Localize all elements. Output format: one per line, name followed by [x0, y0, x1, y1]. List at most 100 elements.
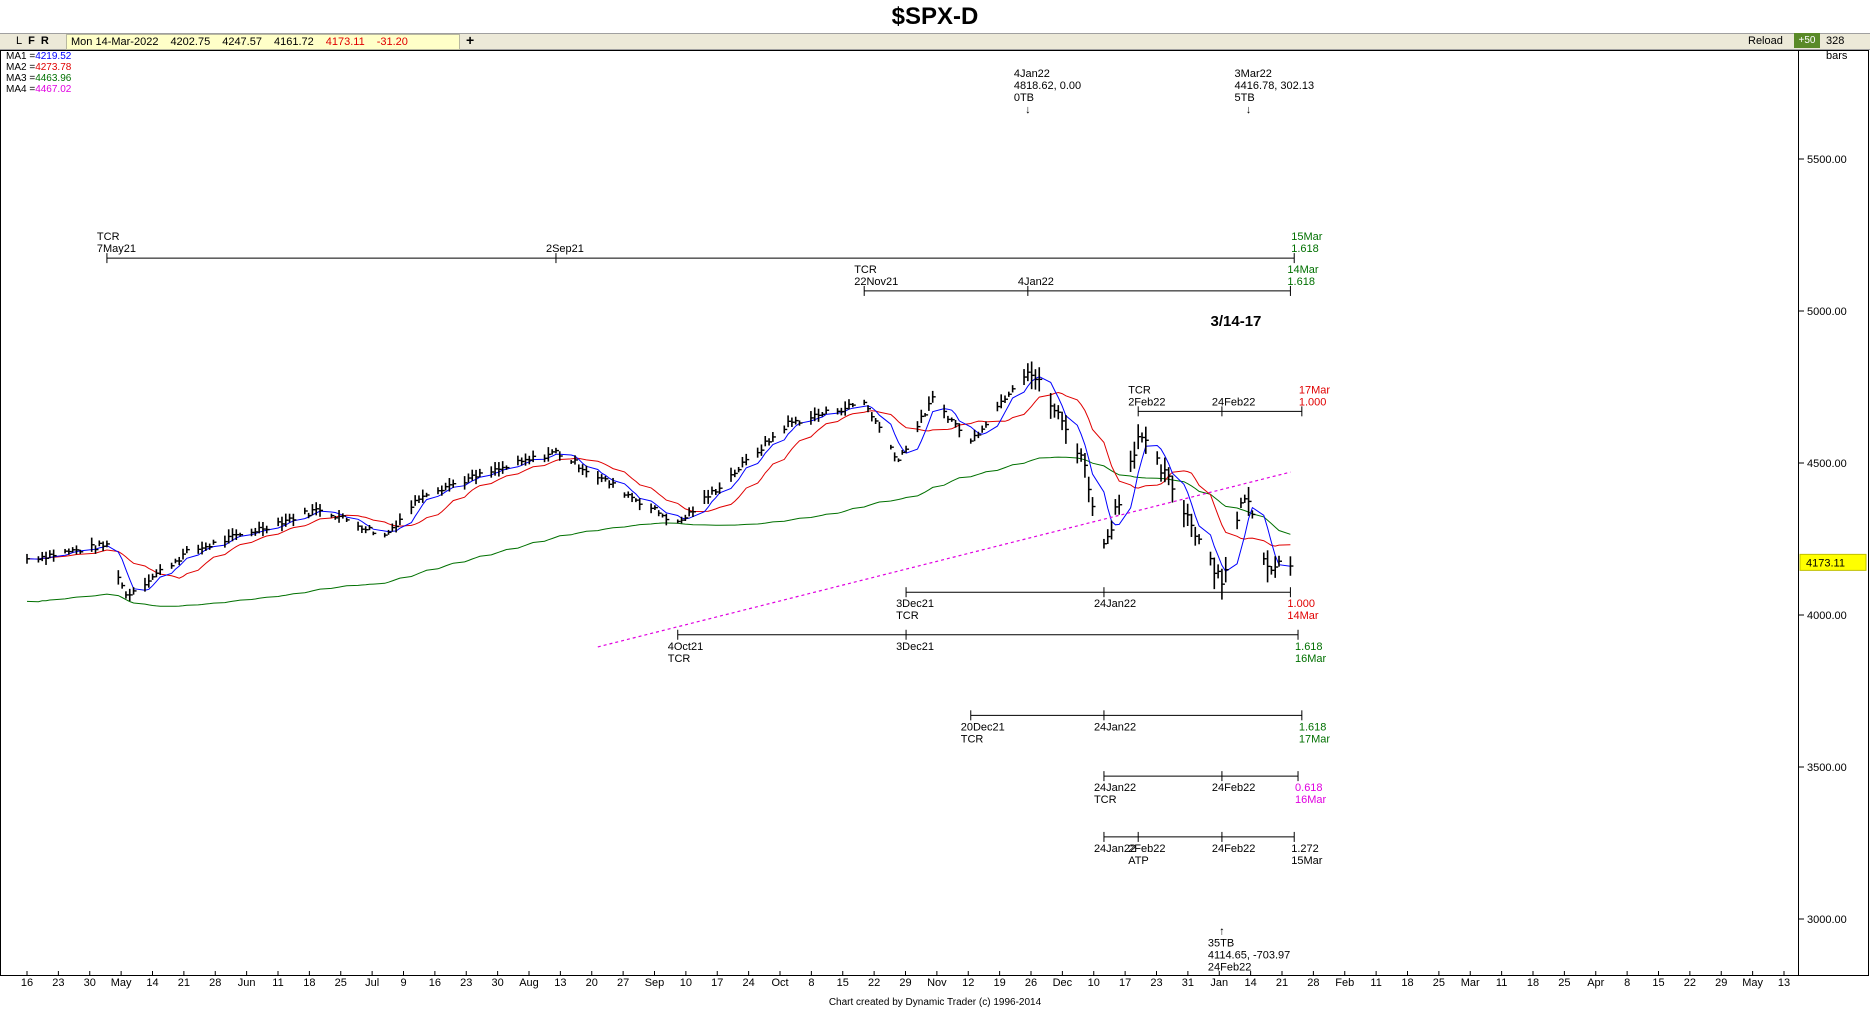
x-tick-label: 30 — [84, 977, 96, 989]
projection-label: 3Dec21 — [896, 598, 934, 610]
x-tick-label: 13 — [1778, 977, 1790, 989]
x-tick-label: 15 — [837, 977, 849, 989]
ma4-value: 4467.02 — [35, 84, 72, 95]
x-tick-label: Nov — [927, 977, 947, 989]
ma3-value: 4463.96 — [35, 73, 72, 84]
turn-annotation-text: 4818.62, 0.00 — [1014, 80, 1081, 92]
chart-title: $SPX-D — [891, 3, 979, 30]
x-tick-label: Apr — [1587, 977, 1604, 989]
turn-annotation-text: 3Mar22 — [1235, 68, 1272, 80]
l-button[interactable]: L — [16, 35, 29, 47]
ma3-legend: MA3 =4463.96 — [6, 73, 71, 84]
projection-ratio-label: 1.618 — [1299, 721, 1327, 733]
down-arrow-icon: ↓ — [1025, 104, 1031, 116]
projection-label: 3Dec21 — [896, 641, 934, 653]
y-tick-label: 4500.00 — [1807, 458, 1847, 470]
x-tick-label: Jul — [365, 977, 379, 989]
turn-annotation-text: 5TB — [1235, 92, 1255, 104]
ma1-label: MA1 = — [6, 51, 36, 62]
reload-button[interactable]: Reload — [1748, 35, 1783, 47]
x-tick-label: 14 — [146, 977, 158, 989]
ma4-legend: MA4 =4467.02 — [6, 84, 71, 95]
projection-ratio-label: 14Mar — [1287, 610, 1319, 622]
x-tick-label: 10 — [1088, 977, 1100, 989]
x-tick-label: 13 — [554, 977, 566, 989]
ma2-value: 4273.78 — [35, 62, 72, 73]
price-chart[interactable]: 5500.00 5000.00 4500.00 4000.00 3500.00 3000.… — [0, 49, 1870, 1009]
footer-credit: Chart created by Dynamic Trader (c) 1996… — [828, 997, 1042, 1008]
turn-annotation-text: 4416.78, 302.13 — [1235, 80, 1315, 92]
x-tick-label: 11 — [1370, 977, 1381, 989]
projection-ratio-label: 16Mar — [1295, 794, 1327, 806]
last-price-box — [1799, 553, 1867, 571]
down-arrow-icon: ↓ — [1246, 104, 1252, 116]
y-tick-label: 5000.00 — [1807, 306, 1847, 318]
x-tick-label: 26 — [1025, 977, 1037, 989]
x-tick-label: Feb — [1335, 977, 1354, 989]
x-tick-label: Jun — [238, 977, 256, 989]
ma2-line — [26, 391, 1291, 579]
ohlc-readout: Mon 14-Mar-2022 4202.75 4247.57 4161.72 4173… — [66, 34, 460, 50]
x-tick-label: 11 — [1496, 977, 1507, 989]
projection-label: 24Feb22 — [1212, 396, 1255, 408]
projection-ratio-label: 17Mar — [1299, 733, 1331, 745]
x-tick-label: Sep — [645, 977, 665, 989]
y-tick-label: 4000.00 — [1807, 610, 1847, 622]
x-tick-label: 17 — [711, 977, 723, 989]
projection-ratio-label: 1.000 — [1299, 396, 1327, 408]
projection-label: 24Jan22 — [1094, 843, 1136, 855]
x-tick-label: 23 — [1150, 977, 1162, 989]
r-button[interactable]: R — [40, 35, 55, 47]
x-tick-label: 28 — [209, 977, 221, 989]
x-tick-label: 20 — [586, 977, 598, 989]
x-tick-label: 25 — [1558, 977, 1570, 989]
x-tick-label: Dec — [1053, 977, 1073, 989]
x-tick-label: 15 — [1652, 977, 1664, 989]
projection-label: 24Feb22 — [1212, 843, 1255, 855]
turn-annotation-text: 0TB — [1014, 92, 1034, 104]
x-tick-label: May — [1742, 977, 1763, 989]
x-tick-label: 11 — [272, 977, 283, 989]
turn-annotation-text: 24Feb22 — [1208, 961, 1251, 973]
x-tick-label: 8 — [1624, 977, 1630, 989]
projection-label: 4Oct21 — [668, 641, 703, 653]
x-tick-label: Oct — [771, 977, 788, 989]
reload-controls: Reload +50 328 bars — [1742, 33, 1868, 62]
ma1-line — [26, 376, 1291, 591]
turn-annotation-text: 4114.65, -703.97 — [1208, 949, 1290, 961]
projection-label: 2Sep21 — [546, 243, 584, 255]
projection-label: TCR — [1094, 794, 1117, 806]
f-button[interactable]: F — [28, 35, 41, 47]
projection-ratio-label: 0.618 — [1295, 782, 1323, 794]
projection-label: 24Jan22 — [1094, 721, 1136, 733]
x-tick-label: 24 — [743, 977, 755, 989]
x-tick-label: 9 — [400, 977, 406, 989]
y-tick-label: 3000.00 — [1807, 914, 1847, 926]
x-tick-label: 25 — [1433, 977, 1445, 989]
x-tick-label: Jan — [1210, 977, 1228, 989]
add-icon[interactable]: + — [466, 32, 475, 48]
x-tick-label: 29 — [899, 977, 911, 989]
projection-ratio-label: 1.618 — [1295, 641, 1323, 653]
projection-label: TCR — [97, 231, 120, 243]
y-tick-label: 5500.00 — [1807, 154, 1847, 166]
projection-label: 7May21 — [97, 243, 136, 255]
projection-ratio-label: 1.272 — [1291, 843, 1319, 855]
projection-ratio-label: 1.618 — [1291, 243, 1319, 255]
projection-ratio-label: 1.618 — [1287, 276, 1315, 288]
projection-label: 20Dec21 — [961, 721, 1005, 733]
projection-ratio-label: 15Mar — [1291, 855, 1323, 867]
bar-date: Mon 14-Mar-2022 — [71, 36, 159, 48]
x-tick-label: 18 — [303, 977, 315, 989]
projection-label: TCR — [961, 733, 984, 745]
x-tick-label: 22 — [868, 977, 880, 989]
x-tick-label: 23 — [52, 977, 64, 989]
projection-label: 24Feb22 — [1212, 782, 1255, 794]
x-tick-label: May — [111, 977, 132, 989]
bar-high: 4247.57 — [222, 36, 262, 48]
projection-label: TCR — [896, 610, 919, 622]
bars-step-button[interactable]: +50 — [1794, 33, 1820, 48]
ma3-label: MA3 = — [6, 73, 36, 84]
chart-frame — [0, 50, 1869, 976]
x-tick-label: 10 — [680, 977, 692, 989]
